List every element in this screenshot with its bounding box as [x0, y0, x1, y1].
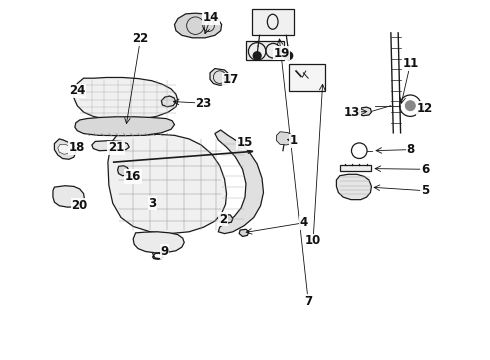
- Text: 3: 3: [148, 197, 157, 210]
- Polygon shape: [340, 165, 371, 171]
- Polygon shape: [118, 166, 129, 176]
- Text: 5: 5: [421, 184, 429, 197]
- Polygon shape: [359, 107, 371, 116]
- Polygon shape: [108, 130, 226, 234]
- Polygon shape: [161, 96, 176, 107]
- Text: 6: 6: [421, 163, 429, 176]
- Text: 14: 14: [203, 11, 219, 24]
- Polygon shape: [252, 9, 294, 35]
- Text: 11: 11: [402, 57, 418, 71]
- Text: 9: 9: [161, 245, 169, 258]
- Polygon shape: [246, 41, 284, 60]
- Text: 19: 19: [273, 47, 290, 60]
- Text: 13: 13: [344, 105, 360, 119]
- Text: 16: 16: [125, 170, 141, 183]
- Text: 2: 2: [219, 213, 227, 226]
- Polygon shape: [58, 144, 71, 154]
- Polygon shape: [276, 132, 294, 145]
- Polygon shape: [218, 214, 233, 224]
- Circle shape: [253, 52, 261, 59]
- Polygon shape: [53, 186, 85, 207]
- Text: 1: 1: [290, 134, 298, 147]
- Polygon shape: [239, 229, 249, 237]
- Text: 15: 15: [237, 136, 253, 149]
- Text: 7: 7: [304, 295, 312, 308]
- Text: 10: 10: [305, 234, 321, 247]
- Text: 21: 21: [108, 141, 124, 154]
- Polygon shape: [215, 130, 264, 234]
- Text: 4: 4: [299, 216, 307, 229]
- Text: 22: 22: [132, 32, 148, 45]
- Text: 8: 8: [406, 143, 415, 156]
- Polygon shape: [54, 139, 76, 159]
- Polygon shape: [92, 141, 129, 151]
- Text: 12: 12: [417, 102, 433, 115]
- Text: 20: 20: [72, 198, 88, 212]
- Text: 23: 23: [196, 97, 212, 110]
- Polygon shape: [210, 68, 230, 85]
- Polygon shape: [337, 174, 371, 200]
- Polygon shape: [174, 13, 221, 38]
- Polygon shape: [74, 77, 178, 120]
- Text: 18: 18: [69, 141, 85, 154]
- Circle shape: [405, 101, 415, 111]
- Text: 17: 17: [222, 73, 239, 86]
- Polygon shape: [133, 232, 184, 253]
- Bar: [289, 64, 325, 91]
- Circle shape: [285, 52, 293, 59]
- Text: 24: 24: [69, 84, 85, 97]
- Polygon shape: [75, 117, 174, 136]
